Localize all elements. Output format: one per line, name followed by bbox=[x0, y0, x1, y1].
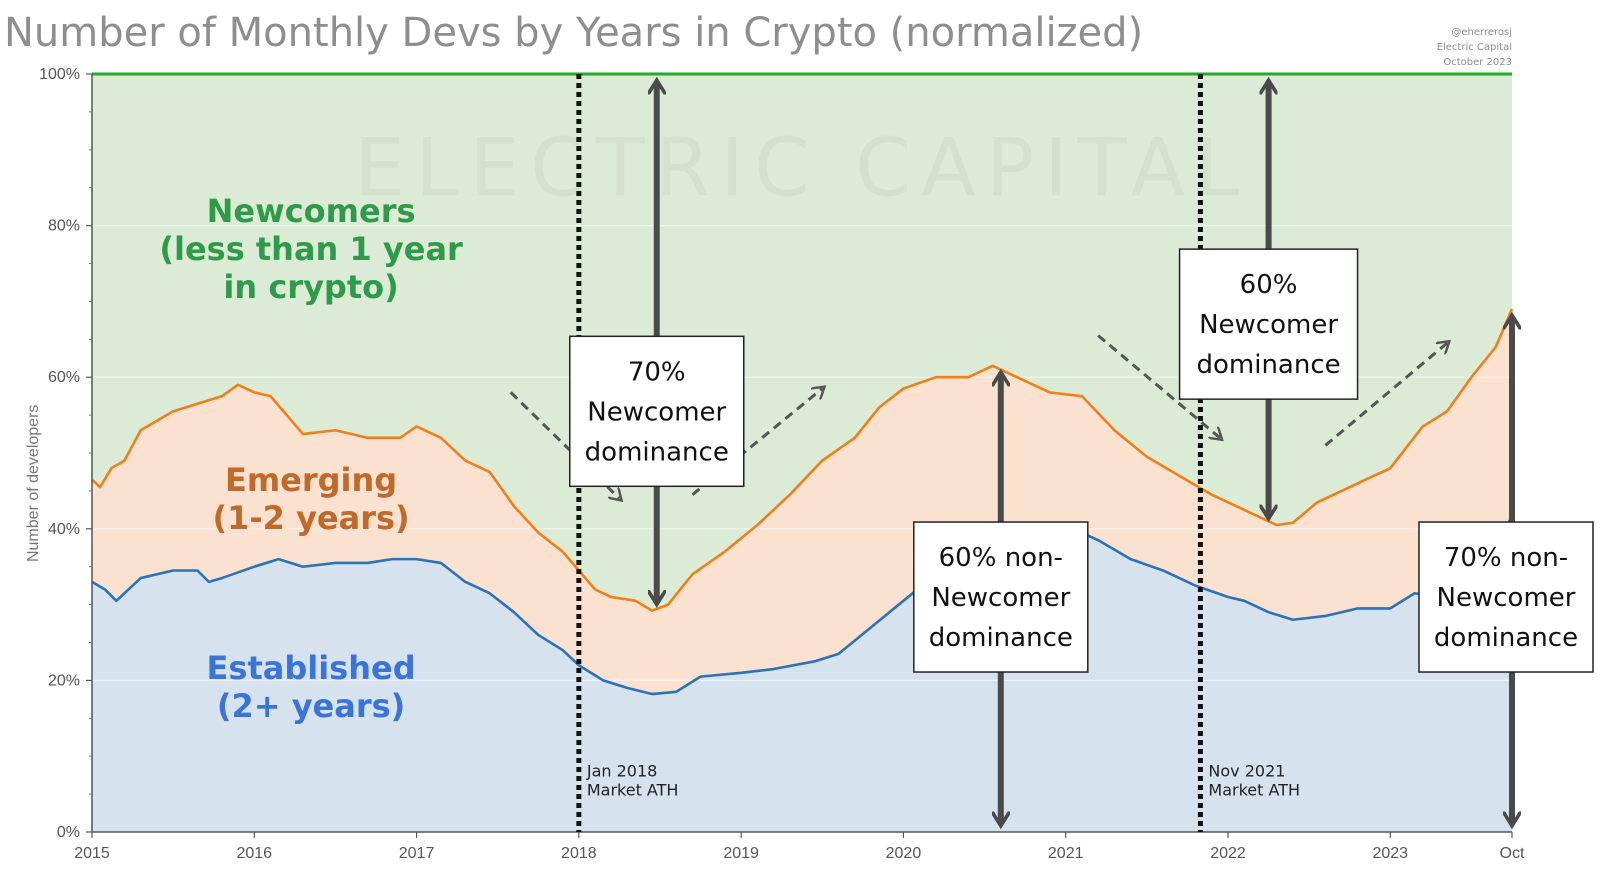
dominance-text-2-2: dominance bbox=[929, 623, 1073, 653]
y-tick-label-4: 80% bbox=[48, 218, 80, 235]
trend-arrow-2 bbox=[1097, 334, 1220, 438]
x-tick-label-5: 2020 bbox=[886, 845, 922, 862]
y-tick-label-3: 60% bbox=[48, 369, 80, 386]
y-tick-label-0: 0% bbox=[57, 824, 80, 841]
y-axis-label: Number of developers bbox=[25, 405, 42, 562]
region-label-1-0: Emerging bbox=[225, 461, 397, 499]
y-tick-label-5: 100% bbox=[39, 66, 80, 83]
established-line bbox=[91, 516, 1514, 696]
dominance-text-0-2: dominance bbox=[585, 437, 729, 467]
x-tick-label-3: 2018 bbox=[561, 845, 597, 862]
event-label-0-1: Market ATH bbox=[587, 780, 679, 799]
dominance-box-2 bbox=[913, 521, 1089, 673]
credit-line-1: @eherrerosj bbox=[1451, 27, 1512, 38]
x-tick-label-6: 2021 bbox=[1048, 845, 1084, 862]
x-tick-label-0: 2015 bbox=[74, 845, 110, 862]
watermark-text: ELECTRIC CAPITAL bbox=[354, 121, 1249, 214]
x-tick-label-2: 2017 bbox=[399, 845, 435, 862]
x-tick-label-9: Oct bbox=[1500, 845, 1525, 862]
established-area bbox=[92, 517, 1512, 832]
region-label-2-0: Established bbox=[207, 649, 416, 687]
y-tick-label-2: 40% bbox=[48, 521, 80, 538]
credit-line-3: October 2023 bbox=[1443, 57, 1512, 68]
plot-area: ELECTRIC CAPITAL 0% 20% 40% 60% 80% 100% 2015 20… bbox=[25, 66, 1594, 862]
x-tick-label-4: 2019 bbox=[723, 845, 759, 862]
dominance-text-1-0: 60% bbox=[1240, 270, 1298, 300]
trend-arrow-3 bbox=[1324, 343, 1447, 447]
dominance-text-2-0: 60% non- bbox=[939, 543, 1063, 573]
region-label-0-0: Newcomers bbox=[207, 192, 416, 230]
dominance-box-1 bbox=[1178, 248, 1359, 400]
dominance-text-2-1: Newcomer bbox=[931, 583, 1070, 613]
chart-title: Number of Monthly Devs by Years in Crypt… bbox=[4, 10, 1143, 56]
dominance-text-1-2: dominance bbox=[1196, 350, 1340, 380]
dominance-box-3 bbox=[1418, 521, 1594, 673]
dominance-box-0 bbox=[569, 335, 745, 488]
dominance-text-1-1: Newcomer bbox=[1199, 310, 1338, 340]
region-label-0-2: in crypto) bbox=[223, 268, 398, 306]
x-tick-label-7: 2022 bbox=[1210, 845, 1246, 862]
credit-line-2: Electric Capital bbox=[1437, 42, 1512, 53]
y-tick-label-1: 20% bbox=[48, 672, 80, 689]
region-label-2-1: (2+ years) bbox=[217, 687, 405, 725]
dominance-text-3-1: Newcomer bbox=[1437, 583, 1576, 613]
x-tick-label-8: 2023 bbox=[1372, 845, 1408, 862]
dominance-text-3-2: dominance bbox=[1434, 623, 1578, 653]
event-label-0-0: Jan 2018 bbox=[586, 761, 657, 780]
trend-arrow-1 bbox=[691, 389, 822, 496]
x-tick-label-1: 2016 bbox=[236, 845, 272, 862]
region-label-0-1: (less than 1 year bbox=[159, 230, 463, 268]
dominance-text-3-0: 70% non- bbox=[1444, 543, 1568, 573]
region-label-1-1: (1-2 years) bbox=[212, 499, 409, 537]
event-label-1-0: Nov 2021 bbox=[1208, 761, 1285, 780]
emerging-area bbox=[92, 308, 1512, 695]
event-label-1-1: Market ATH bbox=[1208, 780, 1300, 799]
emerging-line bbox=[91, 308, 1514, 612]
dominance-text-0-1: Newcomer bbox=[587, 397, 726, 427]
dominance-text-0-0: 70% bbox=[628, 357, 686, 387]
